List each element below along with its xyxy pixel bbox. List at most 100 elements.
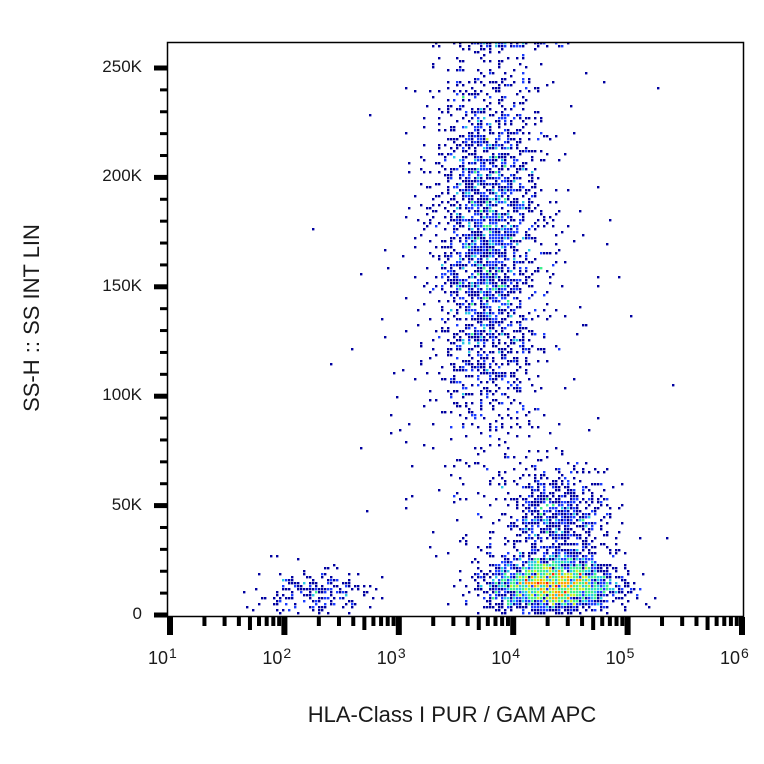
y-minor-tick <box>160 547 167 551</box>
density-dots <box>243 42 675 615</box>
x-major-tick <box>739 617 745 635</box>
y-minor-tick <box>160 219 167 223</box>
x-minor-tick <box>476 617 481 630</box>
x-major-tick <box>281 617 288 635</box>
y-major-tick <box>154 393 167 399</box>
x-minor-tick <box>485 617 490 626</box>
x-minor-tick <box>680 617 685 626</box>
y-tick-label: 200K <box>102 166 142 186</box>
y-minor-tick <box>160 88 167 92</box>
x-minor-tick <box>379 617 384 626</box>
x-tick-base: 10 <box>262 648 283 668</box>
x-minor-tick <box>565 617 570 626</box>
y-minor-tick <box>160 329 167 333</box>
y-minor-tick <box>160 372 167 376</box>
x-tick-exponent: 5 <box>626 645 635 661</box>
x-tick-exponent: 4 <box>512 645 521 661</box>
x-minor-tick <box>247 617 252 630</box>
x-tick-exponent: 1 <box>169 645 177 661</box>
x-minor-tick <box>371 617 376 626</box>
x-major-tick <box>395 617 402 635</box>
x-minor-tick <box>264 617 269 626</box>
y-major-tick <box>154 503 167 509</box>
x-minor-tick <box>257 617 262 626</box>
y-minor-tick <box>160 263 167 267</box>
x-axis-ticks <box>167 617 745 635</box>
x-tick-label: 102 <box>262 645 292 669</box>
x-minor-tick <box>591 617 596 630</box>
x-minor-tick <box>277 617 282 626</box>
x-minor-tick <box>728 617 733 626</box>
x-major-tick <box>167 617 173 635</box>
y-minor-tick <box>160 416 167 420</box>
x-tick-label: 106 <box>720 645 749 669</box>
x-minor-tick <box>660 617 665 626</box>
x-tick-base: 10 <box>491 648 512 668</box>
x-minor-tick <box>385 617 390 626</box>
y-minor-tick <box>160 591 167 595</box>
y-tick-label: 50K <box>111 494 142 514</box>
x-minor-tick <box>271 617 276 626</box>
x-tick-label: 104 <box>491 645 521 669</box>
x-tick-label: 105 <box>606 645 635 669</box>
y-minor-tick <box>160 569 167 573</box>
plot-frame <box>166 41 745 618</box>
x-minor-tick <box>391 617 396 626</box>
x-minor-tick <box>607 617 612 626</box>
x-minor-tick <box>694 617 699 626</box>
y-minor-tick <box>160 110 167 114</box>
x-minor-tick <box>505 617 510 626</box>
y-minor-tick <box>160 460 167 464</box>
x-minor-tick <box>362 617 367 630</box>
x-minor-tick <box>431 617 436 626</box>
y-tick-label: 150K <box>102 275 142 295</box>
x-minor-tick <box>545 617 550 626</box>
x-minor-tick <box>620 617 625 626</box>
x-tick-base: 10 <box>148 648 169 668</box>
y-axis-title: SS-H :: SS INT LIN <box>19 224 44 412</box>
y-minor-tick <box>160 132 167 136</box>
x-minor-tick <box>202 617 207 626</box>
x-tick-base: 10 <box>376 648 397 668</box>
x-minor-tick <box>465 617 470 626</box>
y-minor-tick <box>160 350 167 354</box>
y-minor-tick <box>160 525 167 529</box>
y-major-tick <box>154 174 167 180</box>
x-minor-tick <box>614 617 619 626</box>
x-tick-base: 10 <box>720 648 741 668</box>
y-tick-label: 0 <box>132 604 142 623</box>
x-minor-tick <box>722 617 727 626</box>
x-minor-tick <box>451 617 456 626</box>
y-tick-label: 100K <box>102 385 142 405</box>
x-minor-tick <box>222 617 227 626</box>
x-tick-exponent: 3 <box>397 645 406 661</box>
x-tick-exponent: 6 <box>741 645 749 661</box>
x-minor-tick <box>351 617 356 626</box>
x-tick-label: 103 <box>376 645 406 669</box>
y-tick-label: 250K <box>102 57 142 76</box>
x-minor-tick <box>316 617 321 626</box>
x-major-tick <box>510 617 517 635</box>
x-minor-tick <box>336 617 341 626</box>
y-minor-tick <box>160 197 167 201</box>
x-tick-exponent: 2 <box>283 645 292 661</box>
y-major-tick <box>154 612 167 618</box>
y-major-tick <box>154 284 167 290</box>
x-minor-tick <box>600 617 605 626</box>
y-major-tick <box>154 65 167 71</box>
y-axis-ticks <box>154 65 167 618</box>
x-minor-tick <box>714 617 719 626</box>
y-minor-tick <box>160 241 167 245</box>
x-minor-tick <box>493 617 498 626</box>
x-axis-title: HLA-Class I PUR / GAM APC <box>307 702 597 727</box>
x-minor-tick <box>734 617 739 626</box>
x-minor-tick <box>500 617 505 626</box>
x-minor-tick <box>705 617 710 630</box>
x-tick-label: 101 <box>148 645 177 669</box>
x-minor-tick <box>580 617 585 626</box>
y-minor-tick <box>160 307 167 311</box>
y-minor-tick <box>160 438 167 442</box>
y-minor-tick <box>160 482 167 486</box>
